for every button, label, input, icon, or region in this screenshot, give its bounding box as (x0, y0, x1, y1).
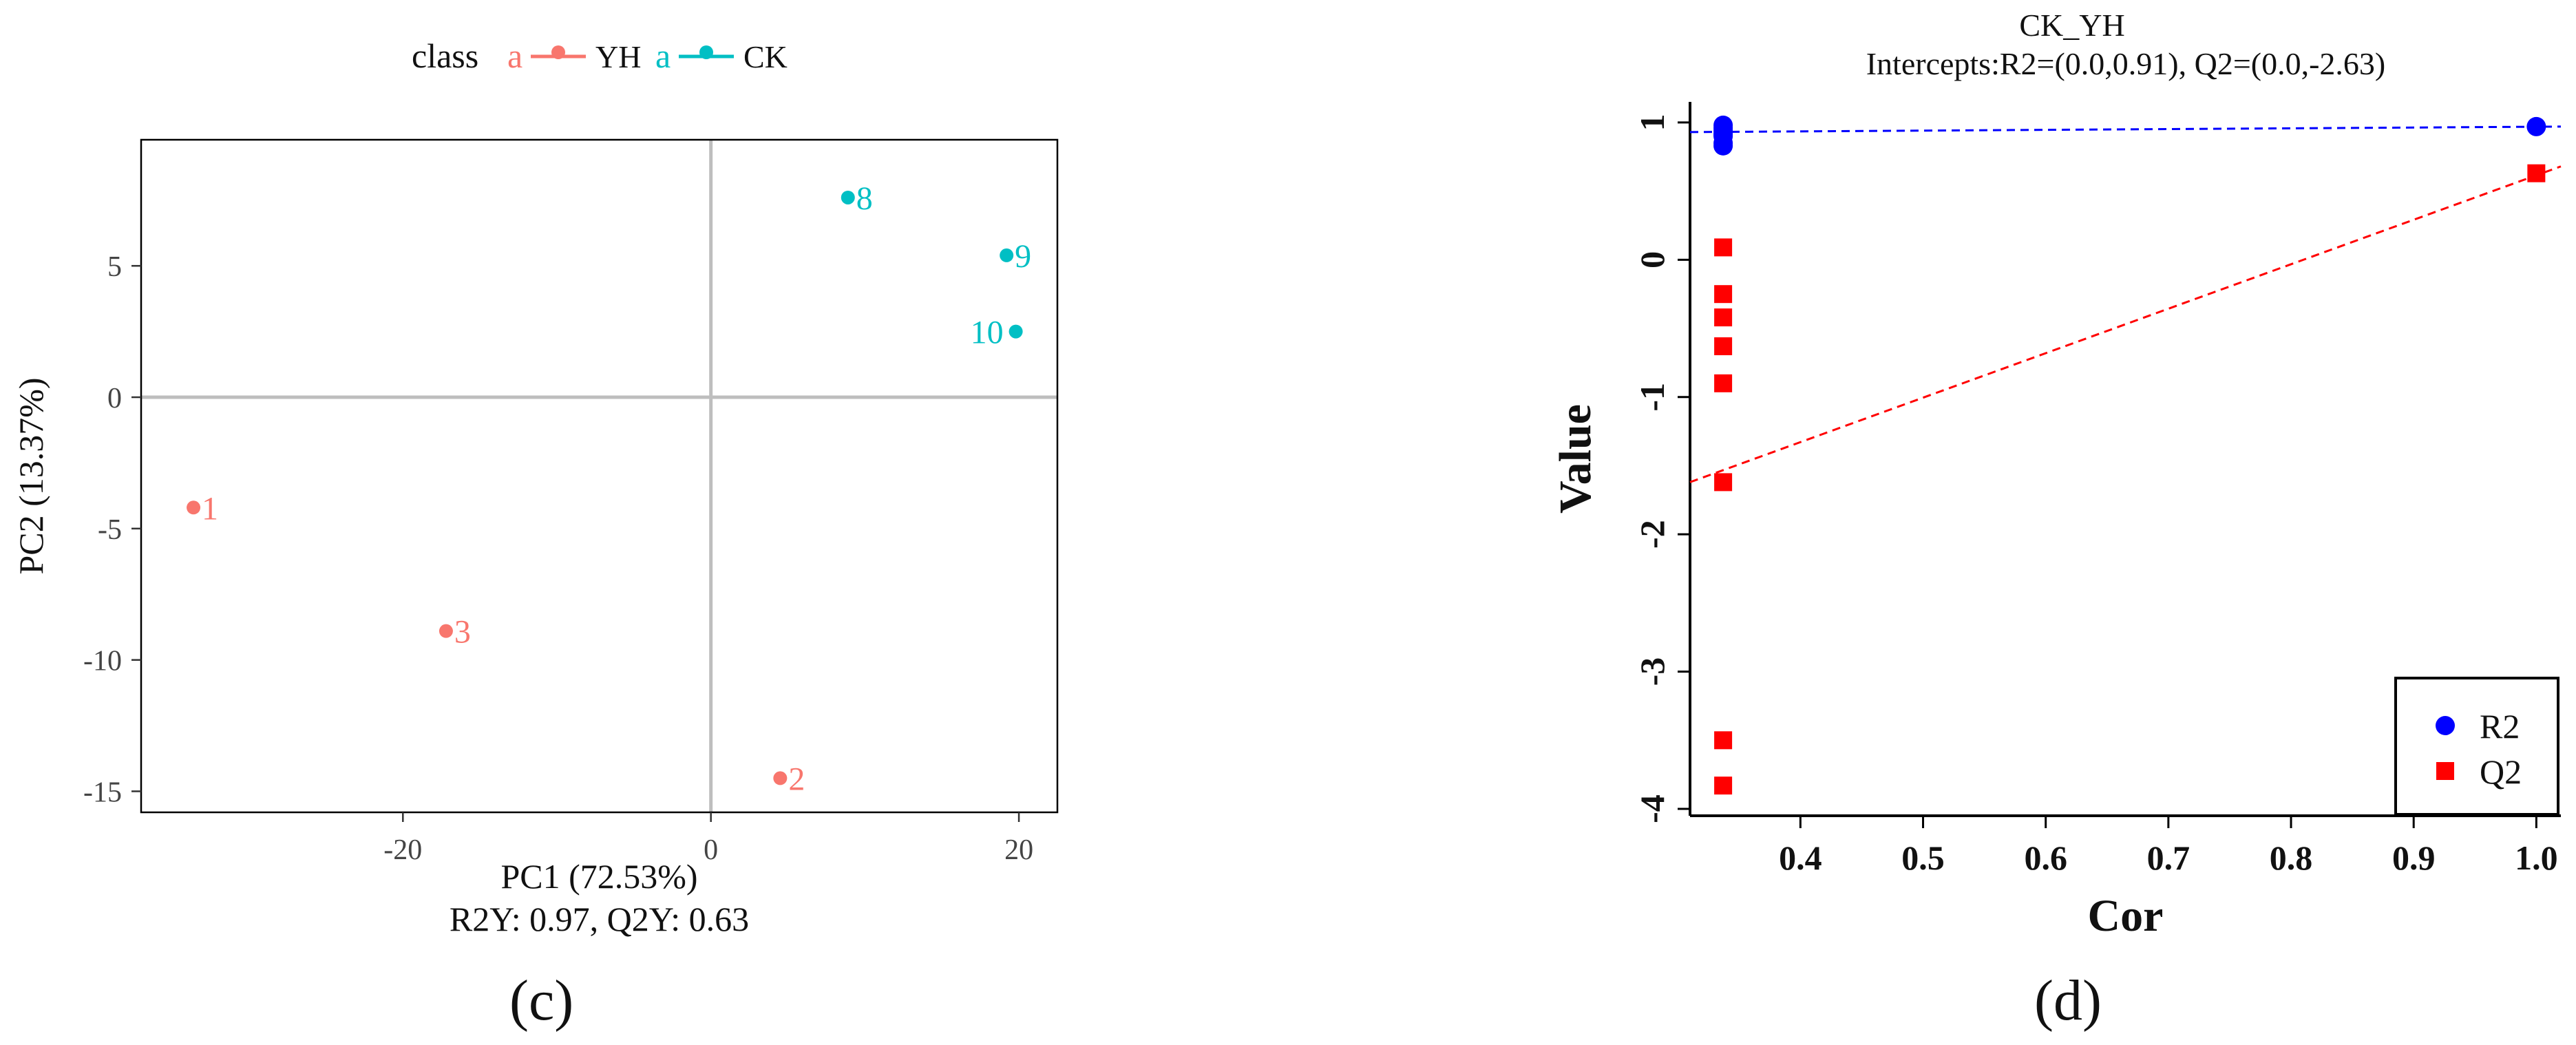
x-tick-label: 0.5 (1901, 838, 1945, 877)
chart-c: -20 0 20 -15 -10 -5 0 5 PC1 (72.53%) R2Y: 0.97, Q… (12, 36, 1059, 938)
y-tick-label: -15 (83, 777, 122, 808)
y-tick-label: -1 (1633, 383, 1671, 412)
legend-label-q2: Q2 (2480, 752, 2522, 791)
x-tick-label: 0.7 (2147, 838, 2190, 877)
y-tick-label: 1 (1633, 114, 1671, 131)
point-yh-3 (439, 624, 453, 638)
point-q2 (1714, 374, 1733, 392)
point-ck-10 (1009, 324, 1023, 339)
x-tick-label: -20 (383, 834, 422, 866)
point-label-9: 9 (1015, 238, 1031, 275)
regression-line-q2 (1689, 165, 2562, 483)
point-label-3: 3 (454, 614, 471, 651)
x-tick-label: 0 (704, 834, 718, 866)
y-tick-label: -5 (98, 514, 122, 546)
point-r2 (1713, 136, 1733, 156)
point-ck-8 (841, 190, 855, 204)
point-q2 (1714, 337, 1733, 355)
legend-key-r2 (2436, 716, 2455, 735)
x-tick-label: 0.4 (1779, 838, 1822, 877)
legend-c: class a YH a CK (412, 36, 788, 75)
point-label-10: 10 (971, 315, 1004, 351)
legend-label-r2: R2 (2480, 707, 2520, 746)
y-tick-label: -3 (1633, 657, 1671, 686)
point-q2 (1714, 308, 1733, 327)
point-r2 (2526, 116, 2546, 136)
point-q2 (1714, 777, 1733, 795)
point-q2 (1714, 731, 1733, 750)
point-ck-9 (1000, 248, 1014, 262)
caption-r2y-q2y: R2Y: 0.97, Q2Y: 0.63 (450, 900, 749, 938)
regression-line-r2 (1689, 125, 2562, 134)
legend-label-ck: CK (743, 39, 788, 74)
chart-subtitle: Intercepts:R2=(0.0,0.91), Q2=(0.0,-2.63) (1866, 46, 2386, 81)
point-label-2: 2 (788, 761, 805, 797)
chart-title: CK_YH (2019, 8, 2124, 43)
legend-key-dot (551, 45, 565, 59)
y-tick-label: -4 (1633, 794, 1671, 823)
point-yh-2 (773, 771, 788, 785)
x-axis-title: Cor (2088, 891, 2164, 941)
point-q2 (1714, 285, 1733, 304)
y-tick-label: -2 (1633, 520, 1671, 549)
panel-label-d: (d) (2034, 969, 2102, 1033)
legend-key-letter: a (655, 36, 671, 75)
point-q2 (2527, 164, 2546, 182)
legend-key-letter: a (507, 36, 522, 75)
x-tick-label: 0.6 (2024, 838, 2067, 877)
x-tick-label: 0.8 (2270, 838, 2313, 877)
x-axis-title: PC1 (72.53%) (500, 857, 697, 896)
point-label-1: 1 (202, 490, 218, 527)
y-tick-label: 0 (1633, 251, 1671, 268)
legend-key-dot (699, 45, 713, 59)
x-tick-label: 1.0 (2515, 838, 2558, 877)
x-tick-label: 20 (1004, 834, 1033, 866)
plot-frame (140, 138, 1059, 814)
y-tick-label: -10 (83, 646, 122, 677)
point-q2 (1714, 238, 1733, 257)
y-tick-label: 5 (107, 251, 122, 283)
legend-title: class (412, 36, 478, 75)
y-axis-title: PC2 (13.37%) (12, 377, 50, 574)
point-q2 (1714, 473, 1733, 492)
legend-key-q2 (2436, 762, 2454, 780)
panel-label-c: (c) (509, 969, 574, 1033)
point-yh-1 (187, 500, 201, 515)
y-axis-title: Value (1550, 404, 1601, 514)
point-label-8: 8 (856, 180, 873, 217)
legend-label-yh: YH (595, 39, 641, 74)
legend-box (2394, 677, 2559, 816)
y-tick-label: 0 (107, 383, 122, 414)
x-tick-label: 0.9 (2392, 838, 2436, 877)
